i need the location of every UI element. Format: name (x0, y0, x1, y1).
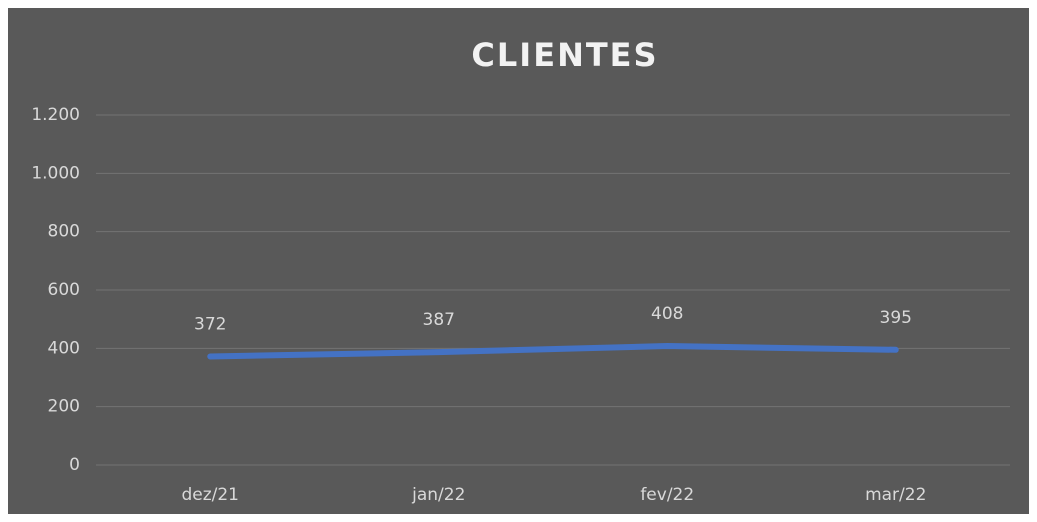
data-line (207, 343, 899, 360)
y-tick-label: 800 (48, 222, 80, 242)
x-tick-label: mar/22 (865, 485, 926, 505)
x-tick-label: dez/21 (181, 485, 239, 505)
chart-background (8, 8, 1029, 514)
y-tick-label: 0 (69, 455, 80, 475)
data-label: 387 (423, 310, 455, 330)
y-tick-label: 200 (48, 397, 80, 417)
data-label: 372 (194, 315, 226, 335)
chart-title: CLIENTES (471, 36, 658, 74)
y-tick-label: 1.000 (31, 163, 80, 183)
y-tick-label: 1.200 (31, 105, 80, 125)
data-label: 395 (880, 308, 912, 328)
x-tick-label: jan/22 (411, 485, 465, 505)
y-tick-label: 400 (48, 338, 80, 358)
y-tick-label: 600 (48, 280, 80, 300)
x-tick-label: fev/22 (640, 485, 694, 505)
data-label: 408 (651, 304, 683, 324)
